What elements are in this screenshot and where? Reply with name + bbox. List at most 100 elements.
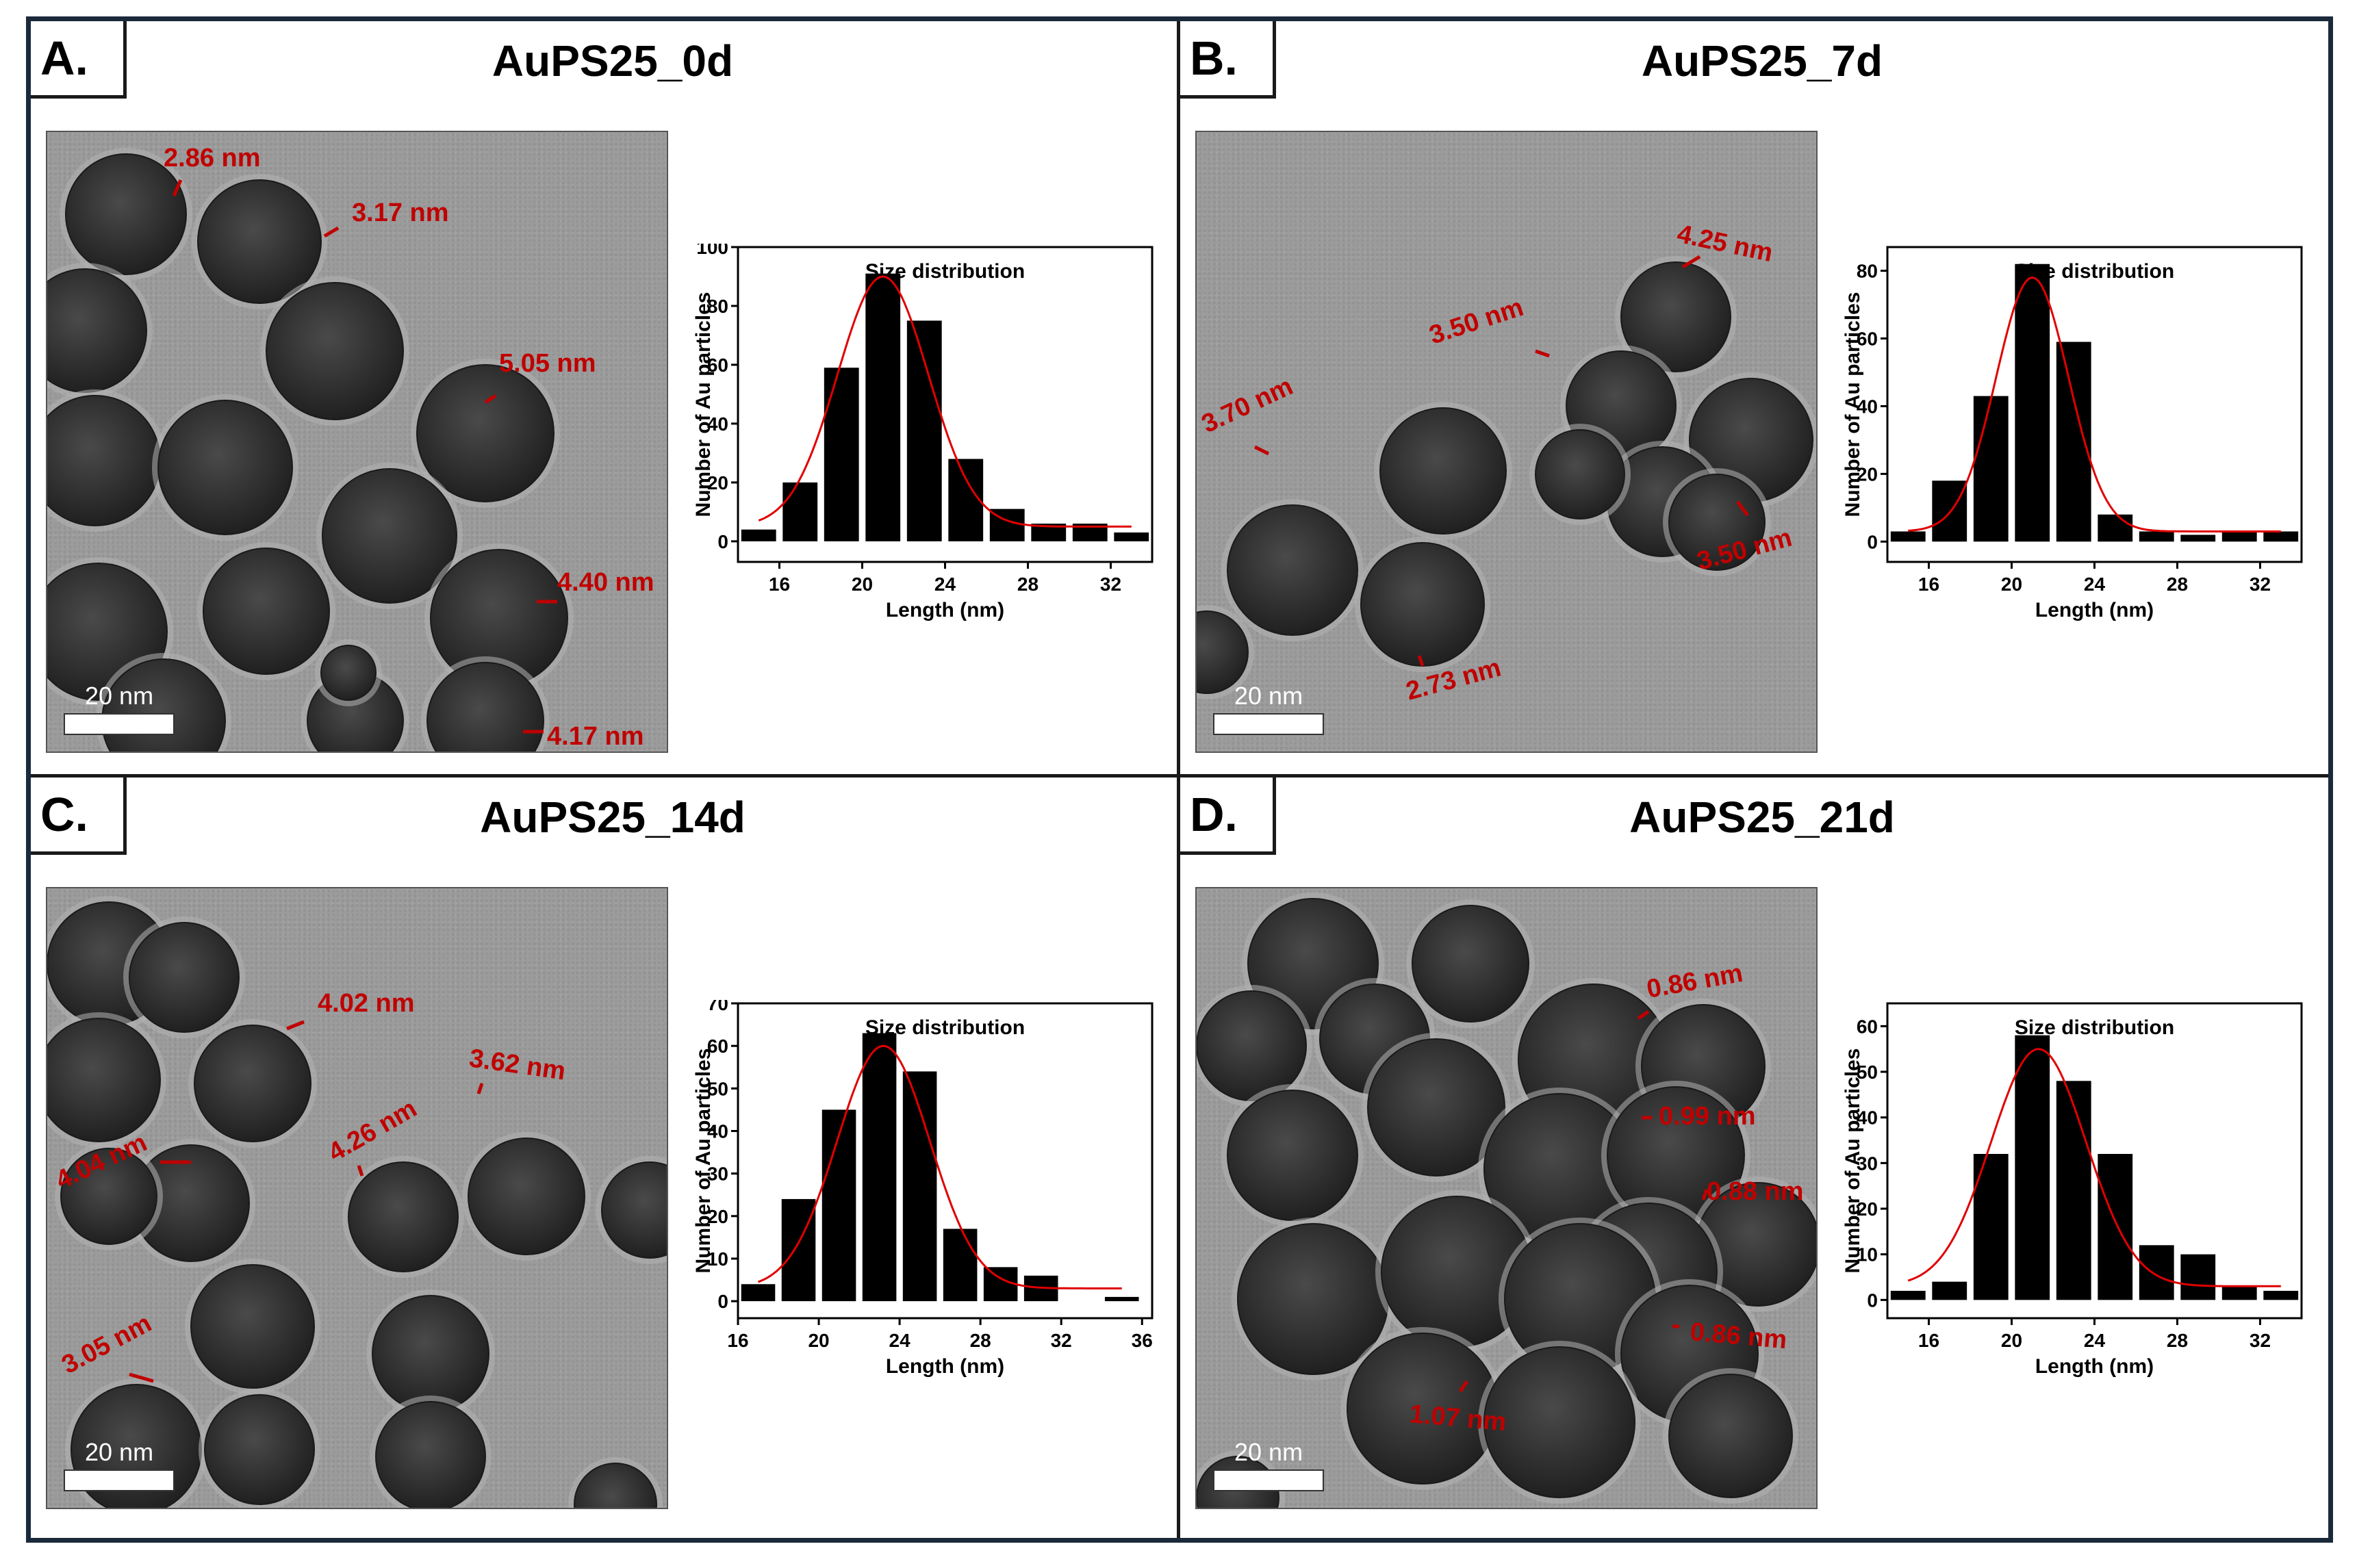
gold-nanoparticle <box>574 1463 657 1508</box>
y-tick-label: 60 <box>707 355 728 376</box>
shell-thickness-label: 3.70 nm <box>1197 372 1297 439</box>
y-tick-label: 60 <box>1857 1016 1878 1037</box>
bar <box>741 529 776 541</box>
shell-thickness-label: 3.50 nm <box>1426 293 1527 350</box>
y-tick-label: 0 <box>717 531 728 552</box>
x-tick-label: 16 <box>727 1330 748 1351</box>
bar <box>862 1033 897 1302</box>
bar <box>1932 480 1967 542</box>
gold-nanoparticle <box>266 282 404 420</box>
x-tick-label: 24 <box>934 574 956 595</box>
shell-thickness-label: 3.05 nm <box>58 1309 157 1380</box>
gold-nanoparticle <box>1197 990 1307 1101</box>
gold-nanoparticle <box>1379 407 1507 535</box>
bar <box>2221 531 2257 542</box>
y-tick-label: 40 <box>1857 396 1878 417</box>
panel-a: A. AuPS25_0d 2.86 nm 3.17 nm 5.05 nm 4.40 n… <box>31 21 1174 771</box>
panel-title: AuPS25_0d <box>492 36 734 86</box>
gaussian-fit-line <box>758 275 1132 528</box>
figure-frame: A. AuPS25_0d 2.86 nm 3.17 nm 5.05 nm 4.40 n… <box>26 16 2333 1543</box>
gold-nanoparticle <box>416 364 555 502</box>
bar <box>1932 1281 1967 1300</box>
bar <box>1890 531 1926 542</box>
bar <box>948 459 984 541</box>
gold-nanoparticle <box>320 645 377 701</box>
tem-image: 4.25 nm 3.50 nm 3.70 nm 3.50 nm 2.73 nm 20 nm <box>1195 131 1818 753</box>
y-tick-label: 20 <box>707 472 728 493</box>
x-axis-label: Length (nm) <box>886 599 1004 621</box>
tem-micrograph: 2.86 nm 3.17 nm 5.05 nm 4.40 nm 4.17 nm 20 nm <box>47 144 654 751</box>
bar <box>824 368 859 541</box>
y-tick-label: 40 <box>1857 1107 1878 1129</box>
shell-thickness-marker <box>172 179 183 196</box>
bar <box>821 1109 856 1302</box>
y-axis-label: Number of Au particles <box>693 292 715 517</box>
scale-bar <box>64 1469 175 1491</box>
bar <box>2180 535 2216 542</box>
x-tick-label: 16 <box>1918 574 1939 595</box>
x-axis-label: Length (nm) <box>886 1355 1004 1378</box>
y-tick-label: 10 <box>707 1248 728 1270</box>
bar <box>1973 396 2009 542</box>
panel-title: AuPS25_7d <box>1641 36 1883 86</box>
x-tick-label: 32 <box>2250 574 2271 595</box>
shell-thickness-marker <box>357 1165 364 1177</box>
gold-nanoparticle <box>194 1025 311 1142</box>
x-tick-label: 20 <box>852 574 873 595</box>
panel-b: B. AuPS25_7d 4.25 nm 3.50 nm 3.70 nm 3.50 n… <box>1180 21 2323 771</box>
shell-thickness-marker <box>1736 500 1749 517</box>
shell-thickness-marker <box>286 1020 305 1031</box>
gold-nanoparticle <box>1483 1346 1635 1498</box>
x-tick-label: 16 <box>769 574 790 595</box>
x-tick-label: 28 <box>2167 574 2188 595</box>
scale-bar-label: 20 nm <box>1234 1438 1303 1466</box>
gold-nanoparticle <box>1367 1038 1505 1177</box>
y-tick-label: 50 <box>707 1078 728 1099</box>
scale-bar <box>1213 1469 1324 1491</box>
bar <box>906 320 942 541</box>
bar <box>2263 1291 2299 1300</box>
vertical-divider <box>1177 21 1180 1538</box>
y-tick-label: 80 <box>707 296 728 317</box>
gold-nanoparticle <box>129 922 240 1033</box>
gold-nanoparticle <box>65 153 187 275</box>
shell-thickness-label: 0.86 nm <box>1644 959 1745 1004</box>
bar <box>943 1229 978 1302</box>
bar <box>2098 514 2133 542</box>
gold-nanoparticle <box>1227 504 1358 636</box>
shell-thickness-label: 3.17 nm <box>352 198 449 227</box>
y-tick-label: 60 <box>1857 329 1878 350</box>
shell-thickness-label: 2.86 nm <box>164 144 261 172</box>
x-tick-label: 32 <box>1051 1330 1072 1351</box>
y-tick-label: 10 <box>1857 1244 1878 1265</box>
bar <box>781 1198 816 1302</box>
tem-image: 4.02 nm 3.62 nm 4.26 nm 4.04 nm 3.05 nm 20 nm <box>46 887 668 1509</box>
bar <box>782 482 818 541</box>
size-distribution-chart: Size distribution 16 20 24 28 32 0 10 20 30 40 50 60… <box>1843 1000 2308 1397</box>
y-tick-label: 0 <box>1867 1289 1878 1311</box>
panel-label: D. <box>1180 777 1276 855</box>
y-tick-label: 20 <box>1857 463 1878 485</box>
gold-nanoparticle <box>197 179 322 304</box>
scale-bar <box>64 713 175 735</box>
panel-label: C. <box>31 777 127 855</box>
shell-thickness-marker <box>1417 655 1425 667</box>
panel-label: B. <box>1180 21 1276 99</box>
gold-nanoparticle <box>348 1161 459 1272</box>
y-tick-label: 70 <box>707 1000 728 1014</box>
x-tick-label: 24 <box>2084 574 2106 595</box>
shell-thickness-marker <box>1253 445 1270 456</box>
gold-nanoparticle <box>203 548 330 675</box>
bar <box>1104 1296 1139 1302</box>
x-tick-label: 28 <box>1017 574 1039 595</box>
x-tick-label: 28 <box>970 1330 991 1351</box>
shell-thickness-label: 0.99 nm <box>1659 1102 1756 1131</box>
gold-nanoparticle <box>601 1161 667 1259</box>
shell-thickness-marker <box>1681 255 1701 269</box>
x-tick-label: 24 <box>2084 1330 2106 1351</box>
x-tick-label: 36 <box>1132 1330 1153 1351</box>
gaussian-fit-line <box>757 1044 1122 1289</box>
